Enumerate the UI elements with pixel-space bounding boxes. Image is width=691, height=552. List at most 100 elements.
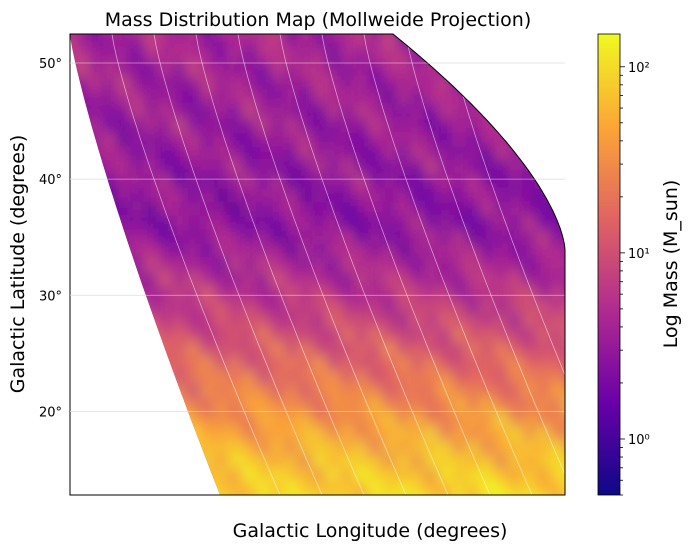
heatmap-cell [102, 34, 117, 49]
heatmap-cell [298, 398, 313, 413]
heatmap-cell [88, 370, 103, 385]
heatmap-cell [382, 146, 397, 161]
heatmap-cell [550, 412, 565, 427]
heatmap-cell [74, 34, 89, 49]
heatmap-cell [550, 314, 565, 329]
heatmap-cell [200, 398, 215, 413]
heatmap-cell [298, 244, 313, 259]
heatmap-cell [144, 230, 159, 245]
heatmap-cell [312, 104, 327, 119]
heatmap-cell [438, 146, 453, 161]
heatmap-cell [578, 286, 593, 301]
heatmap-cell [424, 258, 439, 273]
heatmap-cell [284, 244, 299, 259]
heatmap-cell [298, 328, 313, 343]
heatmap-cell [256, 398, 271, 413]
heatmap-cell [564, 286, 565, 301]
heatmap-cell [130, 174, 145, 189]
heatmap-cell [508, 398, 523, 413]
heatmap-cell [74, 62, 89, 77]
heatmap-cell [130, 342, 145, 357]
heatmap-cell [354, 314, 369, 329]
y-axis-ticks: 20° 30° 40° 50° [39, 57, 565, 420]
heatmap-cell [438, 272, 453, 287]
heatmap-cell [172, 48, 187, 63]
heatmap-cell [298, 258, 313, 273]
heatmap-cell [144, 412, 159, 427]
heatmap-cell [186, 146, 201, 161]
heatmap-cell [214, 272, 229, 287]
heatmap-cell [396, 286, 411, 301]
heatmap-cell [130, 300, 145, 315]
heatmap-cell [88, 90, 103, 105]
heatmap-cell [424, 34, 439, 49]
heatmap-cell [74, 328, 89, 343]
heatmap-cell [88, 34, 103, 35]
heatmap-cell [172, 160, 187, 175]
heatmap-cell [102, 286, 117, 301]
heatmap-cell [130, 496, 145, 511]
heatmap-cell [144, 454, 159, 469]
longitude-grid-line [321, 34, 491, 495]
heatmap-cell [340, 356, 355, 371]
heatmap-cell [550, 34, 565, 49]
heatmap-cell [424, 370, 439, 385]
heatmap-cell [144, 468, 159, 483]
heatmap-cell [172, 244, 187, 259]
heatmap-cell [158, 426, 173, 441]
heatmap-cell [214, 328, 229, 343]
heatmap-cell [242, 468, 257, 483]
heatmap-cell [228, 440, 243, 455]
heatmap-cell [70, 370, 75, 385]
heatmap-cell [186, 328, 201, 343]
heatmap-cell [186, 300, 201, 315]
heatmap-cell [480, 34, 495, 49]
heatmap-cell [186, 454, 201, 469]
heatmap-cell [130, 328, 145, 343]
heatmap-cell [410, 454, 425, 469]
heatmap-cell [228, 118, 243, 133]
heatmap-cell [284, 62, 299, 77]
heatmap-cell [158, 412, 173, 427]
heatmap-cell [382, 412, 397, 427]
heatmap-cell [102, 62, 117, 77]
heatmap-cell [382, 384, 397, 399]
heatmap-cell [508, 188, 523, 203]
heatmap-cell [116, 356, 131, 371]
heatmap-cell [102, 468, 117, 483]
heatmap-cell [298, 426, 313, 441]
heatmap-cell [508, 132, 523, 147]
heatmap-cell [186, 118, 201, 133]
heatmap-cell [536, 272, 551, 287]
heatmap-cell [256, 202, 271, 217]
heatmap-cell [298, 132, 313, 147]
heatmap-cell [312, 34, 327, 49]
heatmap-cell [116, 160, 131, 175]
heatmap-cell [172, 76, 187, 91]
heatmap-cell [270, 328, 285, 343]
heatmap-cell [564, 454, 565, 469]
heatmap-cell [340, 468, 355, 483]
heatmap-cell [102, 174, 117, 189]
heatmap-cell [228, 146, 243, 161]
heatmap-cell [480, 342, 495, 357]
heatmap-cell [508, 230, 523, 245]
heatmap-cell [172, 34, 187, 49]
heatmap-cell [74, 412, 89, 427]
heatmap-cell [564, 342, 565, 357]
heatmap-cell [438, 48, 453, 63]
heatmap-cell [340, 202, 355, 217]
heatmap-cell [116, 104, 131, 119]
heatmap-cell [578, 20, 593, 35]
heatmap-cell [242, 34, 257, 49]
heatmap-cell [74, 132, 89, 147]
heatmap-cell [214, 300, 229, 315]
heatmap-cell [256, 440, 271, 455]
heatmap-cell [410, 300, 425, 315]
heatmap-cell [88, 244, 103, 259]
heatmap-cell [578, 342, 593, 357]
heatmap-cell [158, 454, 173, 469]
heatmap-cell [172, 468, 187, 483]
heatmap-cell [70, 454, 75, 469]
heatmap-cell [74, 356, 89, 371]
